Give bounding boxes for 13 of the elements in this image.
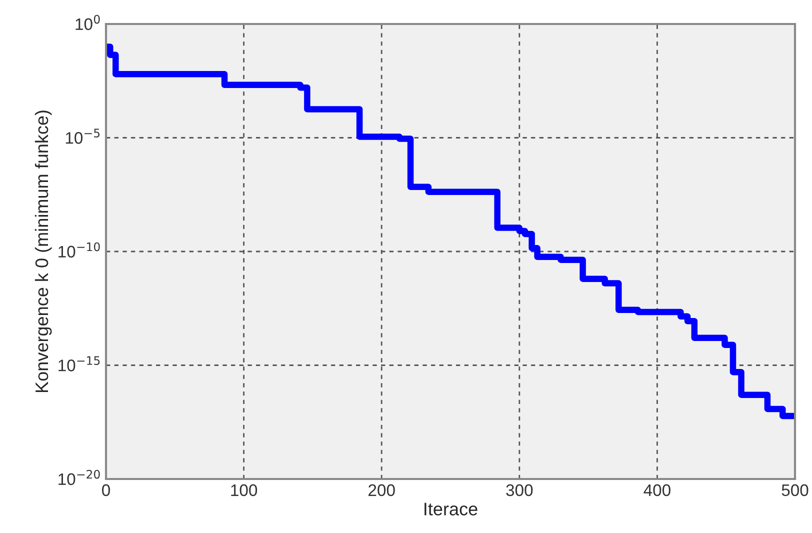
x-tick-label: 0 [102,484,110,496]
x-tick-label: 300 [506,484,533,496]
y-axis-title: Konvergence k 0 (minimum funkce) [34,110,52,392]
x-tick-label: 500 [782,484,808,496]
y-tick-label: 10$^{−15}$ [58,356,100,372]
y-tick-label: 10$^{−5}$ [66,128,100,144]
x-tick-label: 100 [231,484,258,496]
x-tick-label: 200 [368,484,395,496]
x-tick-label: 400 [644,484,670,496]
y-tick-label: 10$^{0}$ [76,14,100,30]
x-axis-title: Iterace [424,502,478,516]
y-tick-label: 10$^{−20}$ [58,470,100,486]
y-tick-label: 10$^{−10}$ [58,242,100,258]
